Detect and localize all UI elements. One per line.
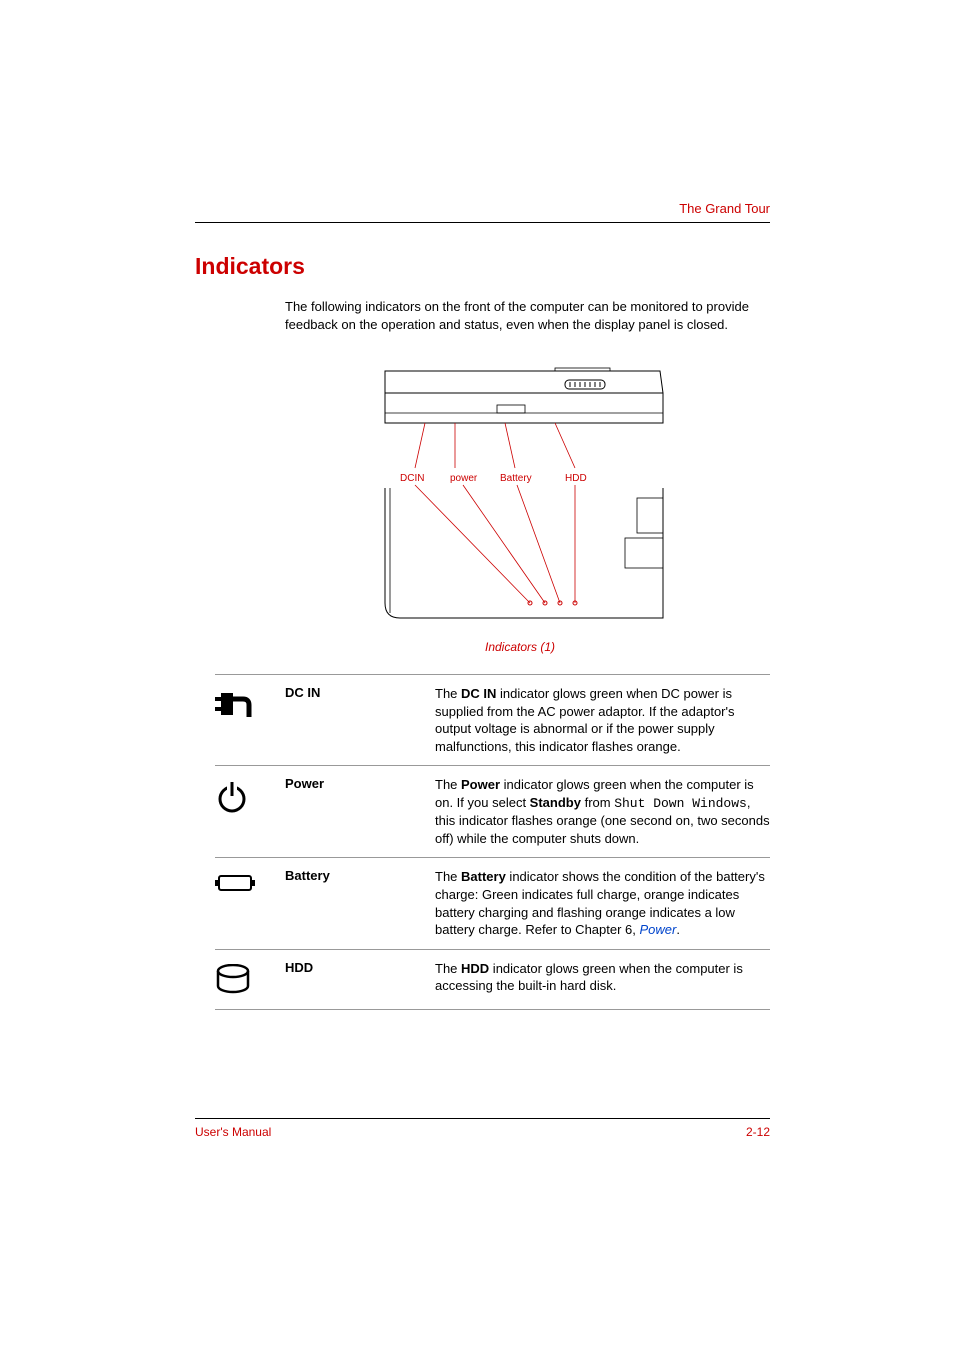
indicator-desc: The HDD indicator glows green when the c… [435,960,770,995]
chapter-title: The Grand Tour [679,201,770,216]
indicator-diagram: DCIN power Battery HDD [375,363,770,628]
diagram-label-dcin: DCIN [400,473,424,484]
hdd-icon [215,960,285,999]
indicator-label: Battery [285,868,435,883]
indicator-label: HDD [285,960,435,975]
table-row: DC IN The DC IN indicator glows green wh… [215,674,770,765]
indicator-table: DC IN The DC IN indicator glows green wh… [215,674,770,1010]
page-header: The Grand Tour [195,200,770,223]
power-icon [215,776,285,819]
diagram-caption: Indicators (1) [285,640,755,654]
section-heading: Indicators [195,253,770,280]
diagram-label-battery: Battery [500,473,532,484]
indicator-desc: The Battery indicator shows the conditio… [435,868,770,938]
battery-icon [215,868,285,899]
table-row: Power The Power indicator glows green wh… [215,765,770,857]
footer-right: 2-12 [746,1125,770,1139]
diagram-label-hdd: HDD [565,473,587,484]
indicator-label: DC IN [285,685,435,700]
table-row: Battery The Battery indicator shows the … [215,857,770,948]
indicator-label: Power [285,776,435,791]
table-row: HDD The HDD indicator glows green when t… [215,949,770,1010]
footer-left: User's Manual [195,1125,271,1139]
section-intro: The following indicators on the front of… [285,298,755,333]
diagram-label-power: power [450,473,478,484]
plug-icon [215,685,285,726]
indicator-desc: The Power indicator glows green when the… [435,776,770,847]
page-footer: User's Manual 2-12 [195,1118,770,1139]
indicator-desc: The DC IN indicator glows green when DC … [435,685,770,755]
